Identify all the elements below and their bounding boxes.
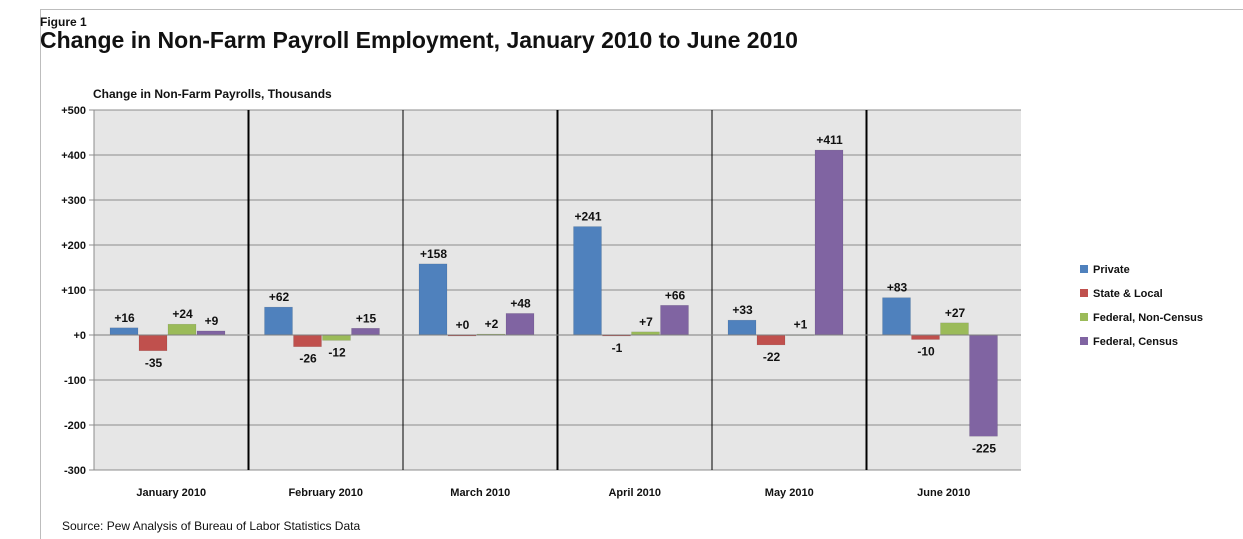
bar	[814, 149, 844, 336]
bar	[882, 297, 911, 336]
y-tick-label: +400	[61, 150, 86, 162]
data-label: +411	[816, 133, 843, 147]
data-label: +27	[945, 306, 966, 320]
data-label: +33	[732, 303, 753, 317]
figure-label: Figure 1	[40, 15, 87, 29]
data-labels: +16 -35 +24 +9 +62 -26 -12 +15 +158 +0 +2 +48 +241 -1…	[114, 133, 996, 455]
data-label: -12	[328, 345, 346, 359]
bar	[109, 327, 139, 336]
bar	[940, 322, 969, 336]
bar	[196, 330, 226, 336]
data-label: +16	[114, 311, 135, 325]
data-label: -10	[917, 345, 935, 359]
legend-label: Federal, Census	[1093, 336, 1178, 348]
y-tick-label: +500	[61, 105, 86, 117]
legend-label: Federal, Non-Census	[1093, 312, 1203, 324]
bar	[969, 334, 998, 437]
bars	[109, 149, 998, 437]
bar	[264, 306, 293, 336]
y-tick-label: +300	[61, 195, 86, 207]
data-label: +158	[420, 247, 447, 261]
legend-swatch	[1080, 337, 1088, 345]
data-label: +1	[794, 318, 808, 332]
bar	[911, 334, 940, 340]
legend-label: State & Local	[1093, 288, 1163, 300]
data-label: +0	[456, 318, 470, 332]
x-category-label: January 2010	[136, 487, 206, 499]
data-label: -225	[972, 441, 996, 455]
y-axis-label: Change in Non-Farm Payrolls, Thousands	[93, 87, 332, 101]
source-note: Source: Pew Analysis of Bureau of Labor …	[62, 519, 361, 533]
y-tick-label: -200	[64, 420, 86, 432]
data-label: -1	[612, 341, 623, 355]
legend: Private State & Local Federal, Non-Census F…	[1080, 264, 1203, 348]
legend-swatch	[1080, 289, 1088, 297]
bar	[138, 334, 168, 351]
bar	[293, 334, 322, 347]
data-label: +2	[485, 317, 499, 331]
legend-label: Private	[1093, 264, 1130, 276]
bar	[756, 334, 786, 346]
y-tick-label: -300	[64, 465, 86, 477]
bar	[322, 334, 351, 341]
data-label: +24	[172, 307, 193, 321]
legend-swatch	[1080, 313, 1088, 321]
data-label: -35	[145, 356, 163, 370]
legend-swatch	[1080, 265, 1088, 273]
x-category-label: May 2010	[765, 487, 814, 499]
category-dividers	[247, 110, 868, 470]
axes: +500 +400 +300 +200 +100 +0 -100 -200 -300 Januar…	[61, 105, 1021, 499]
bar	[727, 319, 757, 336]
bar	[660, 305, 689, 336]
data-label: -22	[763, 350, 781, 364]
x-category-label: April 2010	[608, 487, 661, 499]
top-rule	[40, 9, 1243, 10]
x-category-label: March 2010	[450, 487, 510, 499]
x-category-label: June 2010	[917, 487, 970, 499]
y-tick-label: +0	[73, 330, 86, 342]
x-category-label: February 2010	[288, 487, 363, 499]
data-label: +9	[205, 314, 219, 328]
data-label: +7	[639, 315, 653, 329]
y-tick-label: -100	[64, 375, 86, 387]
bar	[505, 313, 535, 336]
bar	[418, 263, 448, 336]
data-label: +62	[269, 290, 290, 304]
chart-title: Change in Non-Farm Payroll Employment, J…	[40, 27, 798, 53]
bar	[167, 323, 197, 336]
left-rule	[40, 10, 41, 539]
bar	[573, 226, 602, 336]
bar	[351, 328, 380, 336]
data-label: +15	[356, 311, 377, 325]
data-label: +66	[665, 288, 686, 302]
data-label: +48	[510, 296, 531, 310]
data-label: +83	[887, 281, 908, 295]
y-tick-label: +200	[61, 240, 86, 252]
data-label: +241	[574, 210, 601, 224]
data-label: -26	[299, 352, 317, 366]
y-tick-label: +100	[61, 285, 86, 297]
